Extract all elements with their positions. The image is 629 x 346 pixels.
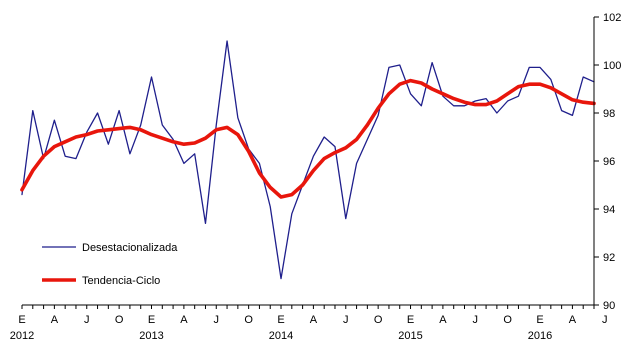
x-tick-label: J — [214, 314, 220, 326]
x-tick-label: J — [602, 314, 608, 326]
x-tick-label: E — [277, 314, 284, 326]
x-year-label: 2016 — [528, 330, 552, 341]
x-tick-label: J — [84, 314, 90, 326]
x-tick-label: O — [244, 314, 253, 326]
y-tick-label: 100 — [603, 60, 621, 72]
y-tick-label: 96 — [603, 156, 615, 168]
y-tick-label: 98 — [603, 108, 615, 120]
legend-label-tendencia-ciclo: Tendencia-Ciclo — [82, 275, 160, 287]
x-tick-label: E — [536, 314, 543, 326]
x-tick-label: E — [18, 314, 25, 326]
x-tick-label: J — [343, 314, 349, 326]
x-tick-label: A — [51, 314, 59, 326]
legend-label-desestacionalizada: Desestacionalizada — [82, 242, 178, 254]
x-year-label: 2015 — [398, 330, 422, 341]
x-tick-label: J — [473, 314, 479, 326]
x-year-label: 2012 — [10, 330, 34, 341]
x-year-label: 2013 — [139, 330, 163, 341]
x-tick-label: O — [115, 314, 124, 326]
y-tick-label: 94 — [603, 204, 615, 216]
y-tick-label: 102 — [603, 12, 621, 24]
x-tick-label: A — [439, 314, 447, 326]
x-tick-label: O — [503, 314, 512, 326]
x-tick-label: E — [148, 314, 155, 326]
y-tick-label: 92 — [603, 252, 615, 264]
series-line-tendencia-ciclo — [20, 78, 596, 199]
series-line-desestacionalizada — [21, 40, 595, 280]
x-tick-label: A — [569, 314, 577, 326]
x-year-label: 2014 — [269, 330, 293, 341]
x-tick-label: A — [180, 314, 188, 326]
y-tick-label: 90 — [603, 300, 615, 312]
x-tick-label: A — [310, 314, 318, 326]
x-tick-label: O — [374, 314, 383, 326]
x-tick-label: E — [407, 314, 414, 326]
